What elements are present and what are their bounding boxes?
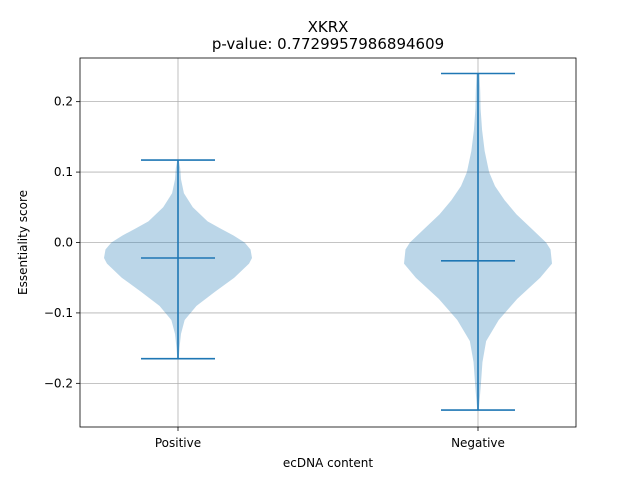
y-tick-label-2: 0.0	[54, 236, 73, 250]
chart-subtitle: p-value: 0.7729957986894609	[212, 35, 444, 53]
y-tick-label-3: 0.1	[54, 165, 73, 179]
chart-title: XKRX	[308, 18, 349, 36]
y-tick-label-4: 0.2	[54, 95, 73, 109]
x-tick-label-0: Positive	[155, 436, 201, 450]
x-tick-label-1: Negative	[451, 436, 505, 450]
axis-ticks: −0.2 −0.1 0.0 0.1 0.2 Positive Negative	[44, 95, 505, 450]
y-axis-label: Essentiality score	[16, 190, 30, 295]
x-axis-label: ecDNA content	[283, 456, 373, 470]
y-tick-label-1: −0.1	[44, 306, 73, 320]
y-tick-label-0: −0.2	[44, 376, 73, 390]
violins	[104, 72, 552, 411]
